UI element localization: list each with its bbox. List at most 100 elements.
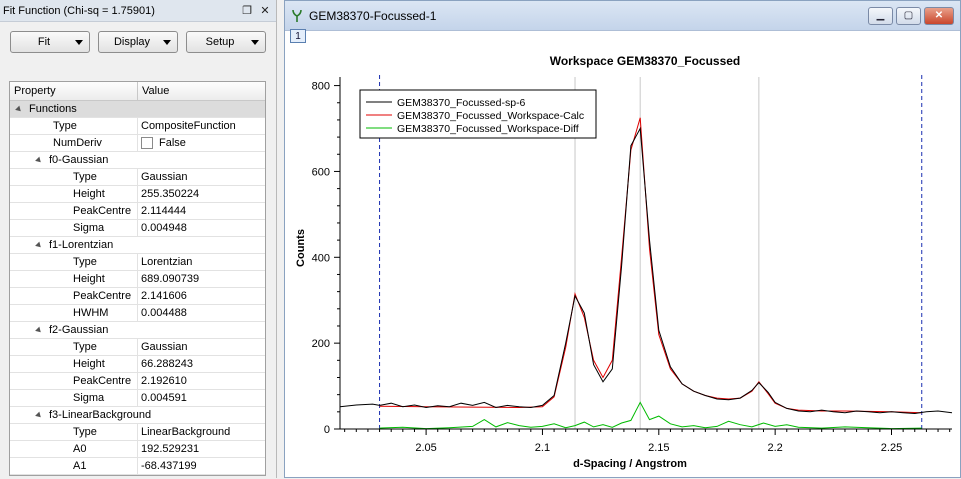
expand-arrow-icon[interactable] bbox=[35, 241, 43, 249]
y-axis-label: Counts bbox=[295, 229, 307, 267]
fit-panel-title: Fit Function (Chi-sq = 1.75901) bbox=[3, 4, 155, 17]
close-icon[interactable]: ✕ bbox=[260, 5, 270, 17]
property-value: 192.529231 bbox=[141, 443, 200, 455]
display-button[interactable]: Display bbox=[98, 31, 178, 53]
property-label: A1 bbox=[73, 460, 87, 472]
expand-arrow-icon[interactable] bbox=[15, 105, 23, 113]
y-tick-label: 200 bbox=[312, 338, 330, 350]
property-group-row[interactable]: f3-LinearBackground bbox=[10, 407, 265, 424]
property-value-cell[interactable]: 2.114444 bbox=[138, 205, 265, 217]
plot-canvas[interactable]: Workspace GEM38370_Focussed Counts d-Spa… bbox=[285, 1, 961, 479]
property-value-cell[interactable]: 0.004591 bbox=[138, 392, 265, 404]
property-row[interactable]: HWHM 0.004488 bbox=[10, 305, 265, 322]
property-row[interactable]: A0 192.529231 bbox=[10, 441, 265, 458]
chevron-down-icon bbox=[251, 40, 259, 45]
property-value-cell[interactable]: 0.004488 bbox=[138, 307, 265, 319]
mantid-plot-icon bbox=[292, 9, 302, 22]
property-row[interactable]: Type LinearBackground bbox=[10, 424, 265, 441]
x-tick-label: 2.1 bbox=[535, 442, 550, 454]
chart-title: Workspace GEM38370_Focussed bbox=[550, 54, 741, 68]
property-value: Gaussian bbox=[141, 171, 188, 183]
property-row[interactable]: Height 255.350224 bbox=[10, 186, 265, 203]
layer-tab[interactable]: 1 bbox=[290, 29, 306, 43]
property-group-row[interactable]: f0-Gaussian bbox=[10, 152, 265, 169]
property-row[interactable]: Sigma 0.004591 bbox=[10, 390, 265, 407]
value-header[interactable]: Value bbox=[142, 85, 170, 97]
property-value-cell[interactable]: 255.350224 bbox=[138, 188, 265, 200]
property-value-cell[interactable]: CompositeFunction bbox=[138, 120, 265, 132]
property-label: NumDeriv bbox=[53, 137, 102, 149]
setup-button[interactable]: Setup bbox=[186, 31, 266, 53]
legend-box bbox=[359, 89, 597, 139]
property-value: -68.437199 bbox=[141, 460, 197, 472]
property-row[interactable]: Type CompositeFunction bbox=[10, 118, 265, 135]
property-value: LinearBackground bbox=[141, 426, 231, 438]
property-row[interactable]: Sigma 0.004948 bbox=[10, 220, 265, 237]
property-row[interactable]: PeakCentre 2.192610 bbox=[10, 373, 265, 390]
property-value-cell[interactable]: Gaussian bbox=[138, 341, 265, 353]
property-value-cell[interactable]: 689.090739 bbox=[138, 273, 265, 285]
property-value: False bbox=[159, 137, 186, 149]
plot-window-title: GEM38370-Focussed-1 bbox=[309, 8, 437, 23]
legend-entry: GEM38370_Focussed-sp-6 bbox=[397, 97, 526, 109]
checkbox[interactable] bbox=[141, 137, 153, 149]
property-value: 0.004591 bbox=[141, 392, 187, 404]
property-value-cell[interactable]: 2.192610 bbox=[138, 375, 265, 387]
property-label: PeakCentre bbox=[73, 375, 132, 387]
property-label: Sigma bbox=[73, 392, 105, 404]
property-value-cell[interactable]: 0.004948 bbox=[138, 222, 265, 234]
property-row[interactable]: PeakCentre 2.141606 bbox=[10, 288, 265, 305]
fit-panel-titlebar: Fit Function (Chi-sq = 1.75901) ❐ ✕ bbox=[0, 0, 276, 22]
fit-button[interactable]: Fit bbox=[10, 31, 90, 53]
property-value: 0.004948 bbox=[141, 222, 187, 234]
property-row[interactable]: A1 -68.437199 bbox=[10, 458, 265, 475]
property-value: 255.350224 bbox=[141, 188, 200, 200]
close-button[interactable]: ✕ bbox=[924, 6, 954, 25]
numderiv-checkbox-cell[interactable]: False bbox=[138, 137, 265, 149]
property-label: f3-LinearBackground bbox=[49, 409, 152, 421]
minimize-button[interactable]: ▁ bbox=[868, 6, 893, 25]
property-label: f2-Gaussian bbox=[49, 324, 109, 336]
property-label: f1-Lorentzian bbox=[49, 239, 114, 251]
property-label: PeakCentre bbox=[73, 290, 132, 302]
property-value: CompositeFunction bbox=[141, 120, 236, 132]
property-value-cell[interactable]: -68.437199 bbox=[138, 460, 265, 472]
property-row[interactable]: Height 66.288243 bbox=[10, 356, 265, 373]
property-value-cell[interactable]: 2.141606 bbox=[138, 290, 265, 302]
x-tick-label: 2.05 bbox=[415, 442, 436, 454]
fit-button-row: Fit Display Setup bbox=[10, 31, 266, 53]
property-table: Property Value Functions Type CompositeFu… bbox=[9, 81, 266, 476]
functions-group-row[interactable]: Functions bbox=[10, 101, 265, 118]
x-tick-label: 2.15 bbox=[648, 442, 669, 454]
property-header[interactable]: Property bbox=[10, 82, 138, 100]
property-value-cell[interactable]: LinearBackground bbox=[138, 426, 265, 438]
property-value: 2.192610 bbox=[141, 375, 187, 387]
expand-arrow-icon[interactable] bbox=[35, 411, 43, 419]
property-row[interactable]: Type Gaussian bbox=[10, 169, 265, 186]
property-label: Type bbox=[73, 341, 97, 353]
maximize-button[interactable]: ▢ bbox=[896, 6, 921, 25]
property-row[interactable]: NumDeriv False bbox=[10, 135, 265, 152]
property-label: Sigma bbox=[73, 222, 105, 234]
property-value-cell[interactable]: Lorentzian bbox=[138, 256, 265, 268]
legend-entry: GEM38370_Focussed_Workspace-Calc bbox=[397, 110, 584, 122]
property-row[interactable]: PeakCentre 2.114444 bbox=[10, 203, 265, 220]
property-label: Height bbox=[73, 188, 105, 200]
expand-arrow-icon[interactable] bbox=[35, 326, 43, 334]
property-group-row[interactable]: f2-Gaussian bbox=[10, 322, 265, 339]
float-icon[interactable]: ❐ bbox=[242, 5, 252, 17]
property-value-cell[interactable]: 66.288243 bbox=[138, 358, 265, 370]
series-line bbox=[379, 401, 922, 430]
chevron-down-icon bbox=[75, 40, 83, 45]
property-group-row[interactable]: f1-Lorentzian bbox=[10, 237, 265, 254]
property-row[interactable]: Type Lorentzian bbox=[10, 254, 265, 271]
property-row[interactable]: Height 689.090739 bbox=[10, 271, 265, 288]
property-value-cell[interactable]: Gaussian bbox=[138, 171, 265, 183]
plot-window: GEM38370-Focussed-1 ▁ ▢ ✕ 1 Workspace GE… bbox=[284, 0, 961, 478]
property-value: 0.004488 bbox=[141, 307, 187, 319]
y-tick-label: 0 bbox=[324, 424, 330, 436]
series-line bbox=[339, 126, 953, 415]
property-value-cell[interactable]: 192.529231 bbox=[138, 443, 265, 455]
expand-arrow-icon[interactable] bbox=[35, 156, 43, 164]
property-row[interactable]: Type Gaussian bbox=[10, 339, 265, 356]
